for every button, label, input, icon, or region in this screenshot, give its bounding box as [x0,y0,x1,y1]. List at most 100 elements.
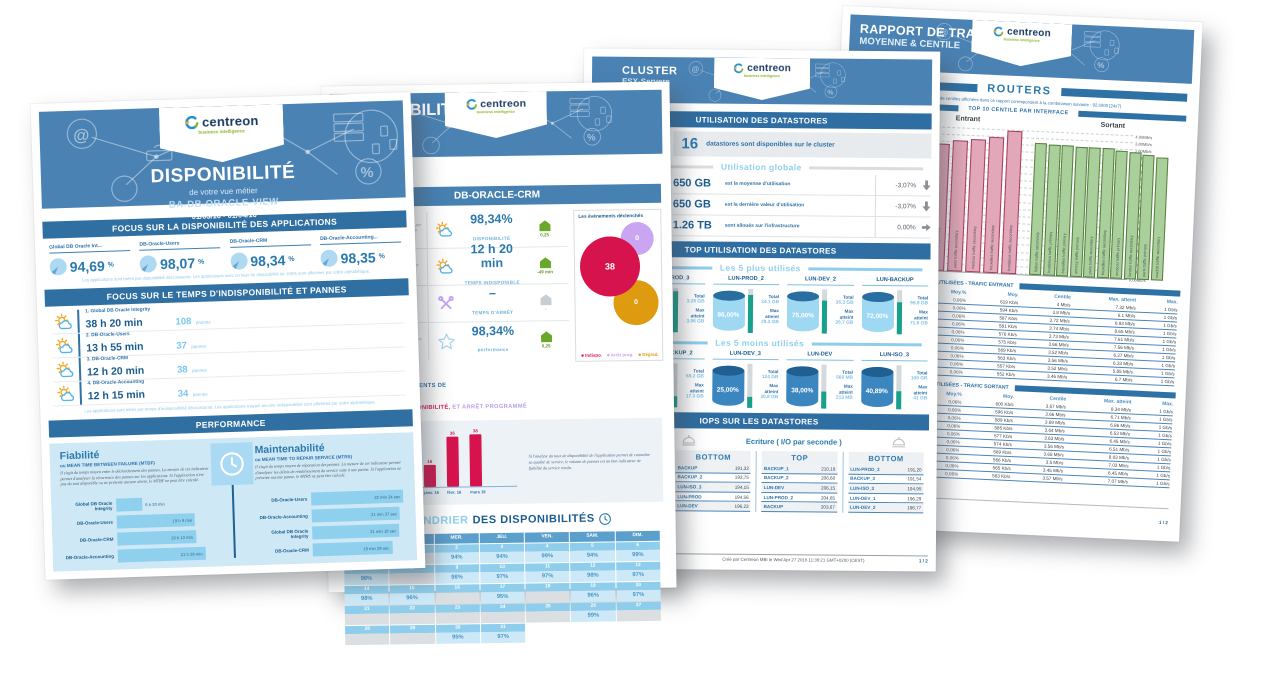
calendar-availability [572,629,616,641]
max-value: 17.3 GB [685,393,704,400]
usage-label: est la moyenne d'utilisation [725,180,791,188]
usage-value: 650 GB [672,198,711,211]
interface-label: bruxelles traffic secondary [988,224,996,271]
centreon-logo-icon [733,63,744,74]
calendar-cell: 23 [435,604,480,624]
calendar-cell: 22 [390,604,435,625]
bar-label: DB-Oracle-CRM [275,547,309,554]
calendar-availability: 95% [435,632,481,644]
max-value: 26.7 GB [835,320,854,326]
iops-subtitle: Ecriture ( I/O par seconde ) [745,437,842,447]
calendar-availability [617,629,661,641]
interface-label: bruxelles traffic secondary [1100,229,1108,276]
max-value: 30.8 GB [760,394,779,400]
calendar-cell [571,622,616,642]
app-availability-item: DB-Oracle-Users 98,07 % [139,239,221,273]
calendar-cell: 21 [344,605,390,625]
datastore-cylinder-icon: 38,00% [786,366,819,407]
pie-icon [320,249,338,268]
interface-label: bratislava traffic secondary [1006,224,1014,271]
centreon-logo-icon [184,115,199,130]
entrant-bar: paris traffic secondary [947,140,969,272]
bar-value: 21 min 37 sec [370,510,398,517]
max-value: 3.06 GB [686,318,705,325]
usage-value: 650 GB [673,177,712,190]
calendar-cell: 31 97% [480,623,526,644]
stat-value: 98,34% [471,323,515,339]
usage-gauge [821,364,827,409]
calendar-cell: 28 [345,625,390,645]
stat-value: 98,34% [470,211,513,227]
stat-label: TEMPS D'ARRÊT [471,309,514,316]
availability-unit: % [288,255,295,264]
availability-value: 98,07 [159,254,196,272]
bar-label: DB-Oracle-Accounting [259,513,308,521]
trend-badge: - [522,294,568,312]
calendar-day-header: SAM. [570,531,615,542]
usage-percent: 75,00% [791,311,815,319]
outage-unit: pannes [192,367,207,374]
mtrs-bar-row: DB-Oracle-Users 22 min 34 sec [256,489,405,508]
availability-unit: % [197,258,205,266]
bar-label: Global DB Oracle Integrity [75,500,113,511]
calendar-availability [345,633,390,645]
table-row: LUN-DEV 196,23 [675,501,751,512]
usage-label: sont alloués sur l'infrastructure [724,222,800,230]
calendar-availability [344,613,390,625]
total-value: 3.26 GB [686,299,705,305]
calendar-availability: 94% [434,552,479,564]
bar: 19 h 13 min [117,530,197,546]
outage-duration: 12 h 15 min [87,388,146,403]
trend-badge: 0,25 [521,220,567,238]
outage-duration: 13 h 55 min [86,340,144,355]
outage-unit: pannes [195,319,211,326]
calendar-cell: 20 97% [616,581,661,602]
events-legend: Indispo. Arrêt prog. Dégrad. [581,352,660,358]
trend-badge: 0,25 [523,331,569,349]
page1-title-block: DISPONIBILITÉ de votre vue métier BA-DB-… [41,158,407,225]
calendar-cell: 2 94% [434,544,479,564]
interface-label: moscou traffic primary [1113,237,1121,276]
datastore-name: LUN-DEV_2 [787,276,854,286]
usage-gauge [821,289,828,334]
divider [875,175,877,196]
stat-label: TEMPS INDISPONIBLE [464,279,520,286]
pie-icon [230,252,248,270]
calendar-availability [435,592,480,604]
bar-value: 38 [472,428,478,434]
axis-label: févr. 16 [447,489,462,495]
usage-row: 650 GB est la dernière valeur d'utilisat… [672,194,931,218]
mtbf-bar-row: DB-Oracle-CRM 19 h 13 min [62,530,211,548]
calendar-cell: 13 97% [615,561,661,582]
evolution-bar-column: 36 [446,428,460,487]
calendar-availability: 97% [525,570,570,583]
calendar-cell: 12 98% [570,562,616,582]
calendar-cell: 29 [390,624,435,645]
stat-icon [435,332,456,350]
table-header: BOTTOM [675,450,752,464]
weather-icon [51,312,78,331]
bar-label: DB-Oracle-CRM [79,536,114,543]
legend-item: Arrêt prog. [607,352,634,357]
bar [469,434,483,487]
centile-bar-chart: 4,00Mb/s 3,80Mb/s 3,60Mb/s 3,40Mb/s [901,122,1192,285]
calendar-cell: 25 [525,602,571,623]
datastore-cylinder-icon: 75,00% [786,291,820,332]
pie-icon [49,258,68,276]
stat-label: DISPONIBILITÉ [472,235,511,242]
calendar-cell: 3 94% [479,543,525,564]
mtbf-column: Fiabilité ou MEAN TIME BETWEEN FAILURE (… [60,446,213,565]
calendar-cell: 11 97% [525,562,570,583]
max-label: Max atteint [764,383,779,395]
interface-label: madrid traffic secondary [1154,235,1161,278]
usage-label: est la dernière valeur d'utilisation [724,201,805,209]
bar: 19 h 9 min [116,513,196,529]
bar-value: 22 min 34 sec [374,493,401,500]
calendar-cell: 16 [435,584,480,604]
trend-value: -49 min [537,268,553,274]
report-page-disponibilite-vue-metier: centreon business intelligence DISPONIBI… [30,92,426,580]
calendar-availability: 94% [479,551,525,564]
outage-count: 38 [176,364,188,376]
datastore-name: LUN-PROD_2 [712,275,780,286]
divider [77,333,81,357]
